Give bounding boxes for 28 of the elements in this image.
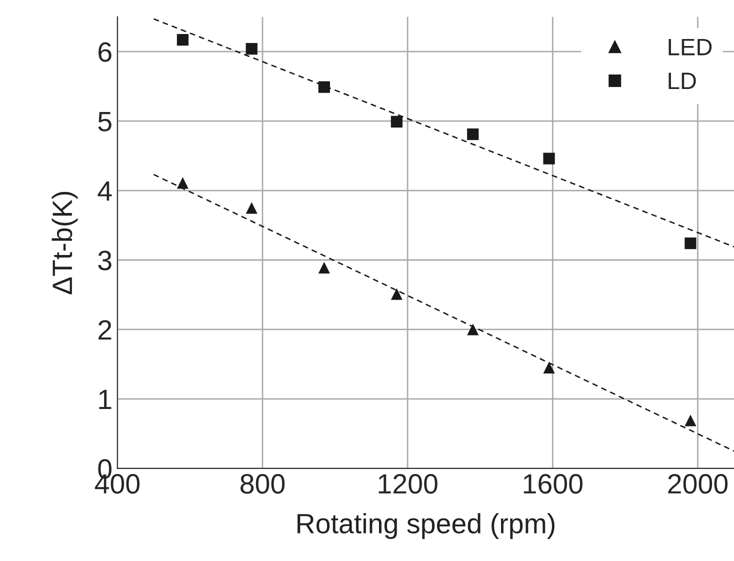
x-tick-label: 1600 <box>524 474 582 494</box>
point <box>176 177 189 189</box>
x-axis-title: Rotating speed (rpm) <box>298 513 554 539</box>
point <box>467 128 479 140</box>
y-tick-label: 4 <box>98 181 112 201</box>
point <box>543 362 555 374</box>
y-tick-label: 1 <box>99 390 112 410</box>
point <box>467 324 479 336</box>
point <box>684 238 696 250</box>
y-tick-label: 5 <box>98 112 112 132</box>
point <box>246 202 258 214</box>
point <box>543 152 555 164</box>
point <box>318 81 330 93</box>
x-tick-label: 1200 <box>378 474 438 494</box>
x-tick-label: 2000 <box>668 474 728 494</box>
legend-label: LD <box>668 72 696 90</box>
point <box>390 288 403 300</box>
point <box>390 116 403 128</box>
point <box>318 262 330 274</box>
point <box>176 34 189 46</box>
point <box>684 414 696 426</box>
y-tick-label: 6 <box>98 42 112 62</box>
x-tick-label: 800 <box>240 474 285 494</box>
y-tick-label: 3 <box>98 250 112 270</box>
legend-label: LED <box>668 38 712 56</box>
point <box>246 42 258 55</box>
y-tick-label: 2 <box>98 320 112 340</box>
y-axis-title: ΔTt-b(K) <box>52 192 78 294</box>
